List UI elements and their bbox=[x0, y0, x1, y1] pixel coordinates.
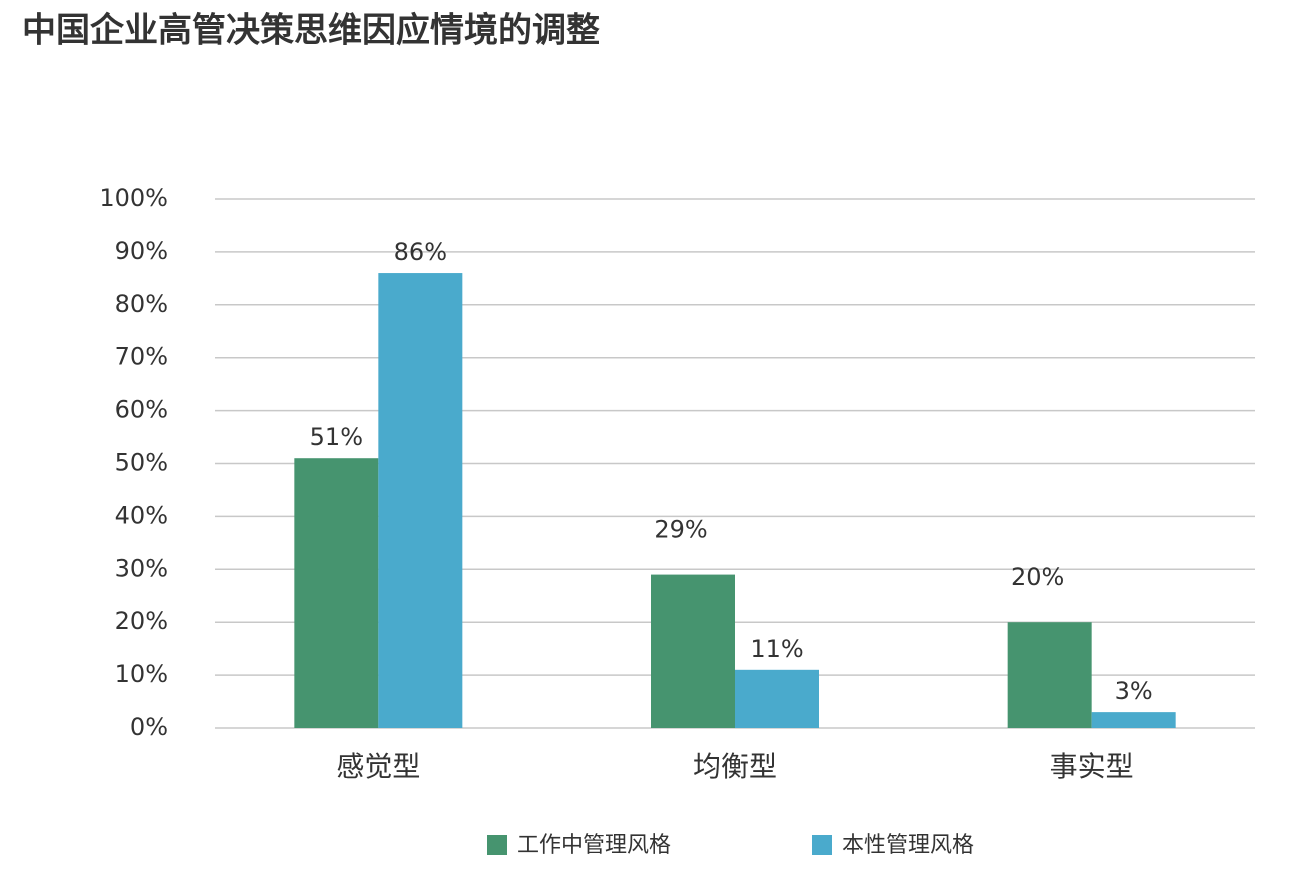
x-tick-label: 事实型 bbox=[1050, 750, 1134, 783]
y-tick-label: 40% bbox=[115, 501, 168, 529]
bar bbox=[651, 574, 735, 728]
y-tick-label: 30% bbox=[115, 554, 168, 582]
value-label: 29% bbox=[654, 516, 707, 544]
value-label: 3% bbox=[1115, 677, 1153, 705]
y-tick-label: 20% bbox=[115, 607, 168, 635]
y-tick-label: 50% bbox=[115, 449, 168, 477]
value-label: 11% bbox=[750, 635, 803, 663]
bar bbox=[735, 669, 819, 728]
x-tick-label: 均衡型 bbox=[693, 750, 777, 783]
y-tick-label: 70% bbox=[115, 343, 168, 371]
value-label: 20% bbox=[1011, 563, 1064, 591]
y-tick-label: 100% bbox=[99, 184, 168, 212]
bar bbox=[378, 273, 463, 728]
y-tick-label: 10% bbox=[115, 660, 168, 688]
bar bbox=[294, 458, 379, 728]
y-tick-label: 90% bbox=[115, 237, 168, 265]
legend-swatch bbox=[487, 835, 507, 855]
legend-swatch bbox=[812, 835, 832, 855]
bar bbox=[1091, 712, 1176, 728]
y-tick-label: 80% bbox=[115, 290, 168, 318]
x-tick-label: 感觉型 bbox=[336, 750, 420, 783]
legend-label: 工作中管理风格 bbox=[517, 833, 671, 858]
legend-label: 本性管理风格 bbox=[842, 833, 974, 858]
y-tick-label: 60% bbox=[115, 396, 168, 424]
bar bbox=[1007, 622, 1092, 728]
y-tick-label: 0% bbox=[130, 713, 168, 741]
chart-title: 中国企业高管决策思维因应情境的调整 bbox=[22, 11, 600, 51]
value-label: 86% bbox=[394, 238, 447, 266]
value-label: 51% bbox=[310, 423, 363, 451]
